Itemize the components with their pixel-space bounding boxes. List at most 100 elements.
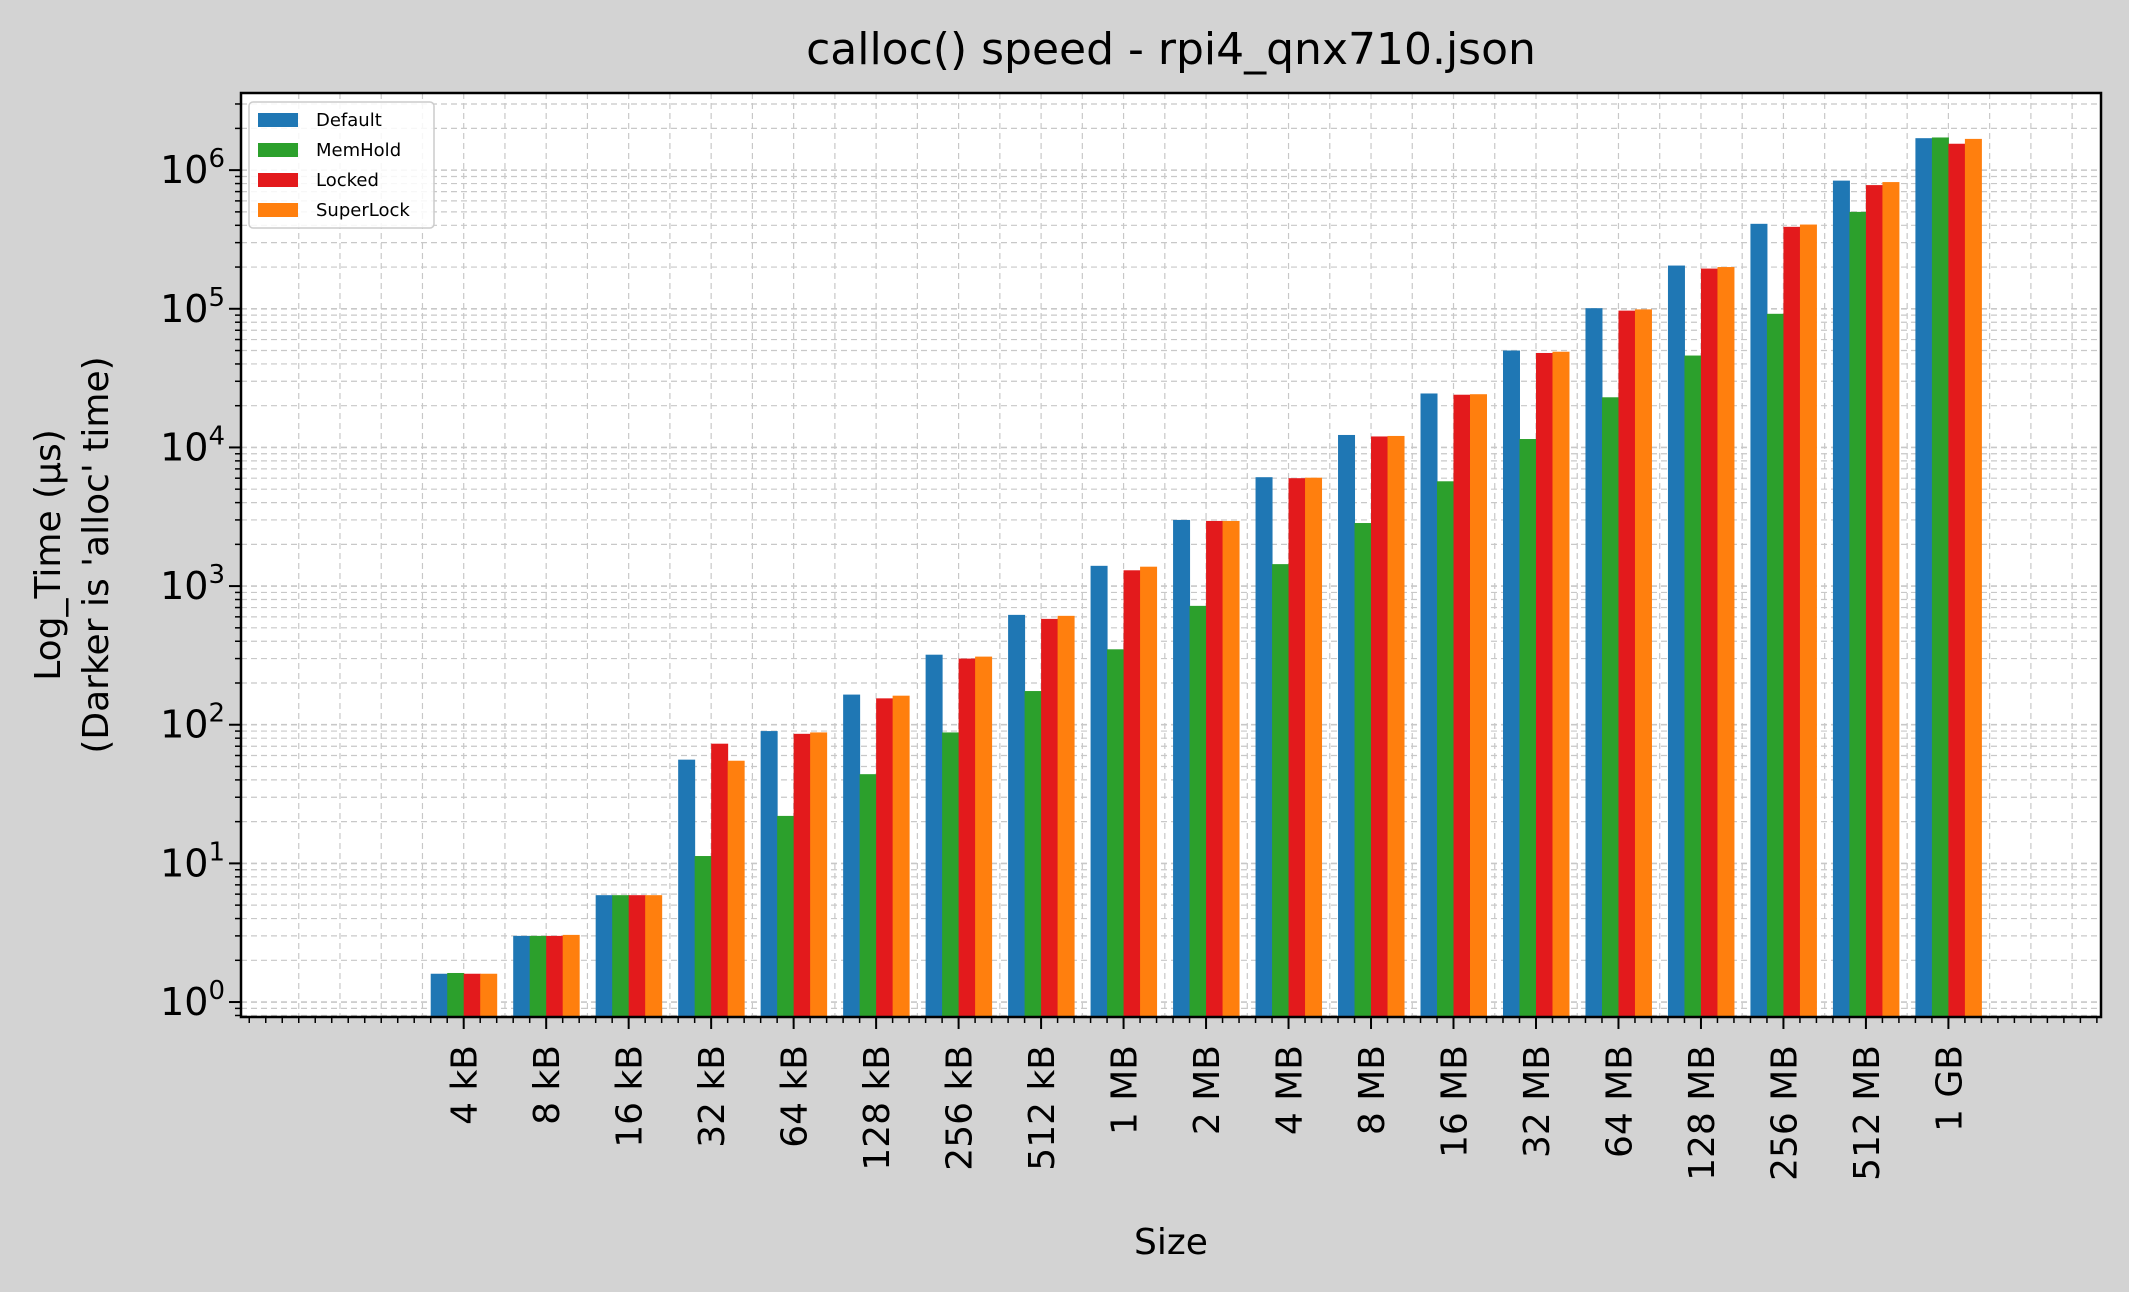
x-axis-label: Size [1134, 1222, 1208, 1263]
x-tick-label: 4 kB [445, 1045, 486, 1125]
bar-memhold-1 [529, 935, 547, 1017]
y-tick-label: 103 [160, 560, 225, 608]
bar-locked-8 [1123, 570, 1141, 1017]
legend-label-superlock: SuperLock [316, 200, 410, 221]
bar-locked-1 [546, 935, 564, 1017]
x-tick-label: 512 MB [1847, 1045, 1888, 1181]
plot-area [241, 93, 2101, 1017]
x-tick-label: 1 GB [1929, 1045, 1970, 1132]
x-tick-label: 2 MB [1187, 1045, 1228, 1135]
bar-locked-3 [711, 743, 729, 1017]
bar-memhold-15 [1684, 355, 1702, 1017]
bar-locked-12 [1453, 394, 1471, 1017]
bar-default-17 [1832, 180, 1850, 1017]
bar-memhold-11 [1354, 523, 1372, 1017]
bar-locked-15 [1700, 268, 1718, 1018]
bar-locked-7 [1041, 618, 1059, 1017]
bar-superlock-12 [1470, 394, 1487, 1018]
y-tick-label: 106 [160, 144, 225, 192]
bar-superlock-4 [810, 732, 828, 1017]
chart-title: calloc() speed - rpi4_qnx710.json [806, 24, 1536, 75]
bar-locked-11 [1371, 436, 1389, 1017]
x-tick-label: 64 MB [1599, 1045, 1640, 1158]
legend-swatch-superlock [258, 203, 298, 217]
bar-default-12 [1420, 393, 1438, 1017]
bar-default-9 [1173, 519, 1191, 1017]
bar-default-5 [843, 694, 861, 1017]
bar-superlock-5 [892, 695, 910, 1017]
bar-memhold-7 [1024, 691, 1042, 1017]
bar-superlock-13 [1552, 351, 1570, 1017]
legend-swatch-default [258, 113, 298, 127]
bar-locked-18 [1948, 143, 1966, 1018]
bar-locked-10 [1288, 478, 1306, 1017]
bar-superlock-0 [480, 973, 498, 1017]
y-axis-label-line1: Log_Time (µs) [28, 429, 69, 681]
bar-memhold-3 [694, 856, 712, 1017]
y-axis-label-line2: (Darker is 'alloc' time) [76, 356, 117, 753]
bar-default-13 [1502, 350, 1520, 1018]
bar-memhold-4 [777, 815, 795, 1017]
bar-locked-2 [628, 895, 646, 1017]
bar-memhold-5 [859, 774, 877, 1017]
bar-memhold-10 [1272, 564, 1290, 1017]
bar-default-18 [1915, 138, 1933, 1018]
plot-frame [239, 91, 2103, 1019]
legend: Default MemHold Locked SuperLock [248, 101, 435, 229]
bar-superlock-10 [1305, 477, 1323, 1018]
bar-locked-6 [958, 658, 976, 1017]
x-tick-label: 64 kB [775, 1045, 816, 1148]
x-tick-label: 8 kB [527, 1045, 568, 1125]
bar-default-1 [513, 935, 531, 1017]
x-tick-label: 128 MB [1682, 1045, 1723, 1181]
x-tick-label: 1 MB [1105, 1045, 1146, 1135]
bar-default-4 [760, 731, 778, 1017]
x-tick-label: 4 MB [1270, 1045, 1311, 1135]
bar-superlock-17 [1882, 182, 1900, 1017]
bar-superlock-6 [975, 656, 993, 1017]
x-tick-label: 16 MB [1435, 1045, 1476, 1158]
bar-default-0 [430, 973, 448, 1017]
y-tick-label: 104 [160, 421, 225, 469]
y-tick-label: 100 [160, 976, 225, 1024]
bar-superlock-7 [1057, 615, 1075, 1017]
x-tick-label: 256 kB [940, 1045, 981, 1171]
bar-superlock-3 [727, 760, 745, 1017]
bar-memhold-16 [1766, 313, 1784, 1017]
bar-default-15 [1667, 265, 1685, 1017]
bar-locked-16 [1783, 226, 1801, 1018]
bar-locked-4 [793, 733, 811, 1017]
legend-label-locked: Locked [316, 170, 379, 191]
bars [430, 137, 1982, 1018]
bar-memhold-0 [447, 972, 465, 1017]
legend-swatch-memhold [258, 143, 298, 157]
bar-superlock-15 [1717, 267, 1735, 1018]
y-axis: 100 101 102 103 104 105 106 [160, 103, 241, 1024]
bar-superlock-18 [1964, 138, 1982, 1018]
bar-locked-14 [1618, 310, 1636, 1018]
bar-default-7 [1008, 614, 1026, 1017]
bar-memhold-6 [942, 732, 960, 1017]
bar-memhold-9 [1189, 605, 1207, 1017]
x-axis: 4 kB 8 kB 16 kB 32 kB 64 kB 128 kB 256 kB 512 k… [248, 1017, 2098, 1181]
bar-superlock-16 [1799, 224, 1817, 1017]
bar-locked-17 [1865, 185, 1883, 1017]
bar-default-3 [678, 759, 696, 1017]
x-tick-label: 512 kB [1022, 1045, 1063, 1171]
bar-default-14 [1585, 308, 1603, 1017]
x-tick-label: 256 MB [1764, 1045, 1805, 1181]
legend-swatch-locked [258, 173, 298, 187]
legend-box [248, 101, 435, 229]
bar-memhold-13 [1519, 439, 1537, 1017]
x-tick-label: 32 kB [692, 1045, 733, 1148]
x-tick-label: 8 MB [1352, 1045, 1393, 1135]
bar-superlock-1 [562, 934, 580, 1017]
bar-locked-9 [1206, 520, 1224, 1017]
bar-memhold-12 [1437, 481, 1455, 1017]
bar-memhold-8 [1107, 649, 1125, 1017]
bar-memhold-18 [1931, 137, 1949, 1017]
legend-label-default: Default [316, 110, 382, 131]
bar-locked-13 [1535, 352, 1553, 1017]
bar-superlock-14 [1634, 309, 1652, 1017]
legend-label-memhold: MemHold [316, 140, 401, 161]
